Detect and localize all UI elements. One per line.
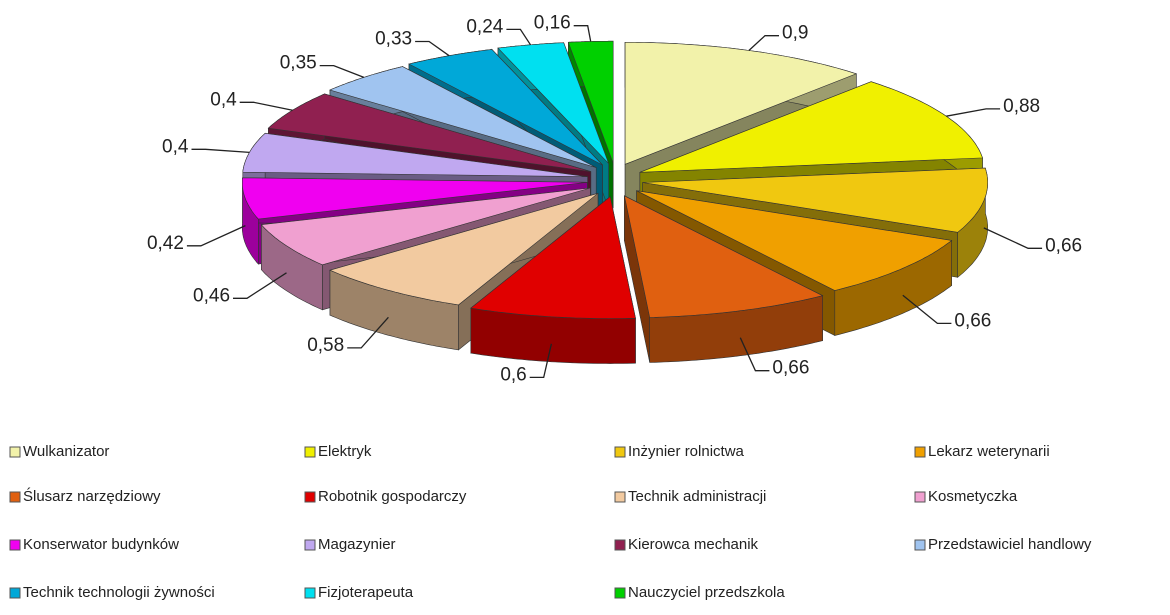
data-label: 0,35 xyxy=(280,53,317,74)
data-label: 0,88 xyxy=(1003,96,1040,117)
leader-line xyxy=(239,101,293,111)
slice-top xyxy=(636,190,953,291)
data-label: 0,9 xyxy=(782,23,808,44)
slice-top xyxy=(470,196,636,319)
leader-line xyxy=(739,337,770,372)
leader-line xyxy=(319,64,365,79)
leader-line xyxy=(186,225,246,247)
slice-top xyxy=(242,177,588,220)
data-label: 0,16 xyxy=(534,13,571,34)
legend-label: Przedstawiciel handlowy xyxy=(928,536,1092,553)
leader-line xyxy=(946,108,1001,117)
legend-swatch xyxy=(614,491,626,503)
legend-label: Magazynier xyxy=(318,536,396,553)
leader-line xyxy=(233,272,287,299)
legend-label: Robotnik gospodarczy xyxy=(318,488,467,505)
legend-label: Ślusarz narzędziowy xyxy=(23,487,161,505)
legend-label: Elektryk xyxy=(318,443,372,460)
legend-swatch xyxy=(914,539,926,551)
slice-top xyxy=(642,167,988,233)
data-label: 0,42 xyxy=(147,233,184,254)
leader-line xyxy=(415,40,450,57)
legend-swatch xyxy=(9,587,21,599)
data-label: 0,4 xyxy=(210,89,237,110)
legend-swatch xyxy=(9,446,21,458)
leader-line xyxy=(191,148,250,154)
leader-line xyxy=(983,227,1043,249)
legend-swatch xyxy=(614,446,626,458)
leader-line xyxy=(748,35,779,51)
legend-swatch xyxy=(914,446,926,458)
legend-label: Kierowca mechanik xyxy=(628,536,759,553)
legend-swatch xyxy=(304,539,316,551)
slice xyxy=(623,195,824,363)
slice xyxy=(470,195,636,364)
legend-label: Fizjoterapeuta xyxy=(318,584,414,601)
legend-label: Kosmetyczka xyxy=(928,488,1018,505)
legend-label: Nauczyciel przedszkola xyxy=(628,584,785,601)
legend-label: Technik administracji xyxy=(628,488,766,505)
data-label: 0,24 xyxy=(466,16,503,37)
legend-swatch xyxy=(9,539,21,551)
data-label: 0,33 xyxy=(375,29,412,50)
legend-swatch xyxy=(614,539,626,551)
legend-swatch xyxy=(914,491,926,503)
legend-swatch xyxy=(304,491,316,503)
slice-top xyxy=(623,195,824,318)
leader-line xyxy=(529,343,553,379)
legend-swatch xyxy=(304,446,316,458)
slice-top xyxy=(329,193,599,306)
legend-label: Konserwator budynków xyxy=(23,536,179,553)
slice-top xyxy=(260,187,591,266)
data-label: 0,4 xyxy=(162,136,189,157)
legend-swatch xyxy=(9,491,21,503)
data-label: 0,66 xyxy=(772,358,809,379)
leader-line xyxy=(506,28,532,46)
legend-label: Inżynier rolnictwa xyxy=(628,443,745,460)
data-label: 0,66 xyxy=(1045,235,1082,256)
leader-line xyxy=(573,25,592,42)
leader-line xyxy=(902,294,952,325)
data-label: 0,46 xyxy=(193,285,230,306)
legend-label: Wulkanizator xyxy=(23,443,109,460)
legend-swatch xyxy=(614,587,626,599)
data-label: 0,6 xyxy=(500,364,526,385)
legend-label: Lekarz weterynarii xyxy=(928,443,1050,460)
data-label: 0,58 xyxy=(307,335,344,356)
legend-label: Technik technologii żywności xyxy=(23,584,215,601)
data-label: 0,66 xyxy=(954,310,991,331)
legend-swatch xyxy=(304,587,316,599)
leader-line xyxy=(347,316,389,349)
